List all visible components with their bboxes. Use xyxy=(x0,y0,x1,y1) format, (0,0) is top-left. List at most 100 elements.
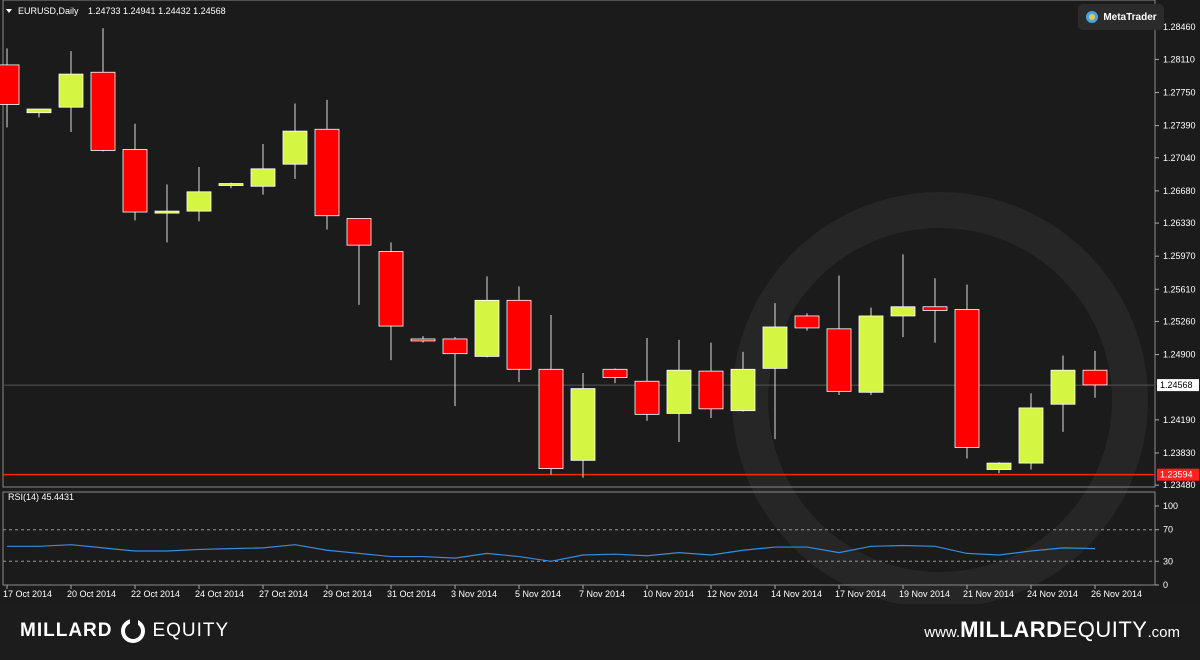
rsi-tick-label: 30 xyxy=(1163,556,1173,566)
metatrader-icon xyxy=(1086,11,1099,23)
candle-body xyxy=(986,462,1012,470)
candle-body xyxy=(442,338,468,355)
candle-body xyxy=(1082,369,1108,386)
candle-body xyxy=(218,183,244,186)
metatrader-label: MetaTrader xyxy=(1103,11,1157,23)
candle-body xyxy=(1050,369,1076,405)
date-tick-label: 5 Nov 2014 xyxy=(515,589,561,599)
url-suffix: .com xyxy=(1147,624,1180,641)
date-tick-label: 21 Nov 2014 xyxy=(963,589,1014,599)
rsi-tick-label: 70 xyxy=(1163,525,1173,535)
price-tick-label: 1.24900 xyxy=(1163,350,1196,360)
candle-body xyxy=(122,149,148,213)
date-tick-label: 19 Nov 2014 xyxy=(899,589,950,599)
url-thin: EQUITY xyxy=(1062,617,1148,642)
support-price-box xyxy=(1157,468,1199,481)
price-tick-label: 1.23830 xyxy=(1163,448,1196,458)
date-tick-label: 14 Nov 2014 xyxy=(771,589,822,599)
price-tick-label: 1.26680 xyxy=(1163,186,1196,196)
url-prefix: www. xyxy=(924,624,961,641)
date-tick-label: 22 Oct 2014 xyxy=(131,589,180,599)
date-tick-label: 17 Nov 2014 xyxy=(835,589,886,599)
candle-body xyxy=(634,380,660,415)
price-tick-label: 1.27750 xyxy=(1163,87,1196,97)
rsi-label: RSI(14) 45.4431 xyxy=(8,492,74,502)
date-tick-label: 10 Nov 2014 xyxy=(643,589,694,599)
candle-body xyxy=(698,370,724,410)
ohlc-readout: 1.24733 1.24941 1.24432 1.24568 xyxy=(88,6,226,16)
date-tick-label: 27 Oct 2014 xyxy=(259,589,308,599)
candle-body xyxy=(410,338,436,342)
price-tick-label: 1.26330 xyxy=(1163,218,1196,228)
date-tick-label: 24 Oct 2014 xyxy=(195,589,244,599)
candle-body xyxy=(58,73,84,108)
price-tick-label: 1.25260 xyxy=(1163,316,1196,326)
date-tick-label: 20 Oct 2014 xyxy=(67,589,116,599)
price-tick-label: 1.24190 xyxy=(1163,415,1196,425)
brand-name: MILLARD xyxy=(20,620,113,641)
candle-body xyxy=(186,191,212,212)
metatrader-badge: MetaTrader xyxy=(1078,4,1164,30)
price-tick-label: 1.25970 xyxy=(1163,251,1196,261)
price-tick-label: 1.28110 xyxy=(1163,54,1195,64)
price-tick-label: 1.28460 xyxy=(1163,22,1196,32)
date-tick-label: 17 Oct 2014 xyxy=(3,589,52,599)
date-tick-label: 12 Nov 2014 xyxy=(707,589,758,599)
date-tick-label: 7 Nov 2014 xyxy=(579,589,625,599)
chart-background xyxy=(0,0,1200,604)
candle-body xyxy=(954,309,980,448)
candle-body xyxy=(570,388,596,461)
rsi-line xyxy=(7,544,1096,562)
candle-body xyxy=(1018,407,1044,464)
date-tick-label: 26 Nov 2014 xyxy=(1091,589,1142,599)
brand-mark-icon xyxy=(121,618,146,643)
current-price-label: 1.24568 xyxy=(1160,380,1193,390)
candle-body xyxy=(346,218,372,246)
candle-body xyxy=(666,369,692,414)
candle-body xyxy=(730,368,756,412)
current-price-box xyxy=(1157,379,1199,392)
candle-body xyxy=(826,328,852,392)
footer-bar xyxy=(0,604,1200,660)
rsi-layer xyxy=(3,529,1155,562)
brand-suffix: EQUITY xyxy=(152,620,230,641)
candle-body xyxy=(890,306,916,317)
candle-body xyxy=(762,326,788,369)
date-tick-label: 3 Nov 2014 xyxy=(451,589,497,599)
candle-body xyxy=(250,168,276,187)
candle-body xyxy=(378,251,404,327)
symbol-label: EURUSD,Daily xyxy=(18,6,79,16)
date-tick-label: 31 Oct 2014 xyxy=(387,589,436,599)
candle-body xyxy=(602,368,628,378)
price-chart: 1.28460 1.28110 1.27750 1.27390 1.27040 1.266… xyxy=(0,0,1200,604)
rsi-panel-frame xyxy=(2,491,1156,586)
date-tick-label: 24 Nov 2014 xyxy=(1027,589,1078,599)
website-url: www. MILLARD EQUITY .com xyxy=(924,617,1180,645)
price-panel-frame xyxy=(2,0,1156,488)
axes-layer: 1.28460 1.28110 1.27750 1.27390 1.27040 1.266… xyxy=(3,22,1199,599)
price-tick-label: 1.23480 xyxy=(1163,480,1196,490)
url-bold: MILLARD xyxy=(960,617,1063,642)
candles-layer xyxy=(0,28,1108,478)
price-tick-label: 1.27390 xyxy=(1163,121,1196,131)
candle-body xyxy=(314,128,340,217)
candle-body xyxy=(90,71,116,151)
brand-logo: MILLARD EQUITY xyxy=(20,617,229,645)
candle-body xyxy=(154,210,180,214)
candle-body xyxy=(0,64,20,105)
candle-body xyxy=(506,299,532,370)
price-tick-label: 1.25610 xyxy=(1163,284,1196,294)
rsi-tick-label: 100 xyxy=(1163,501,1178,511)
candle-body xyxy=(858,315,884,393)
candle-body xyxy=(474,299,500,357)
candle-body xyxy=(26,108,52,114)
dropdown-arrow-icon[interactable] xyxy=(6,9,12,13)
candle-body xyxy=(538,368,564,470)
candle-body xyxy=(794,315,820,329)
candle-body xyxy=(922,306,948,311)
support-price-label: 1.23594 xyxy=(1160,470,1193,480)
price-tick-label: 1.27040 xyxy=(1163,153,1196,163)
date-tick-label: 29 Oct 2014 xyxy=(323,589,372,599)
rsi-tick-label: 0 xyxy=(1163,580,1168,590)
